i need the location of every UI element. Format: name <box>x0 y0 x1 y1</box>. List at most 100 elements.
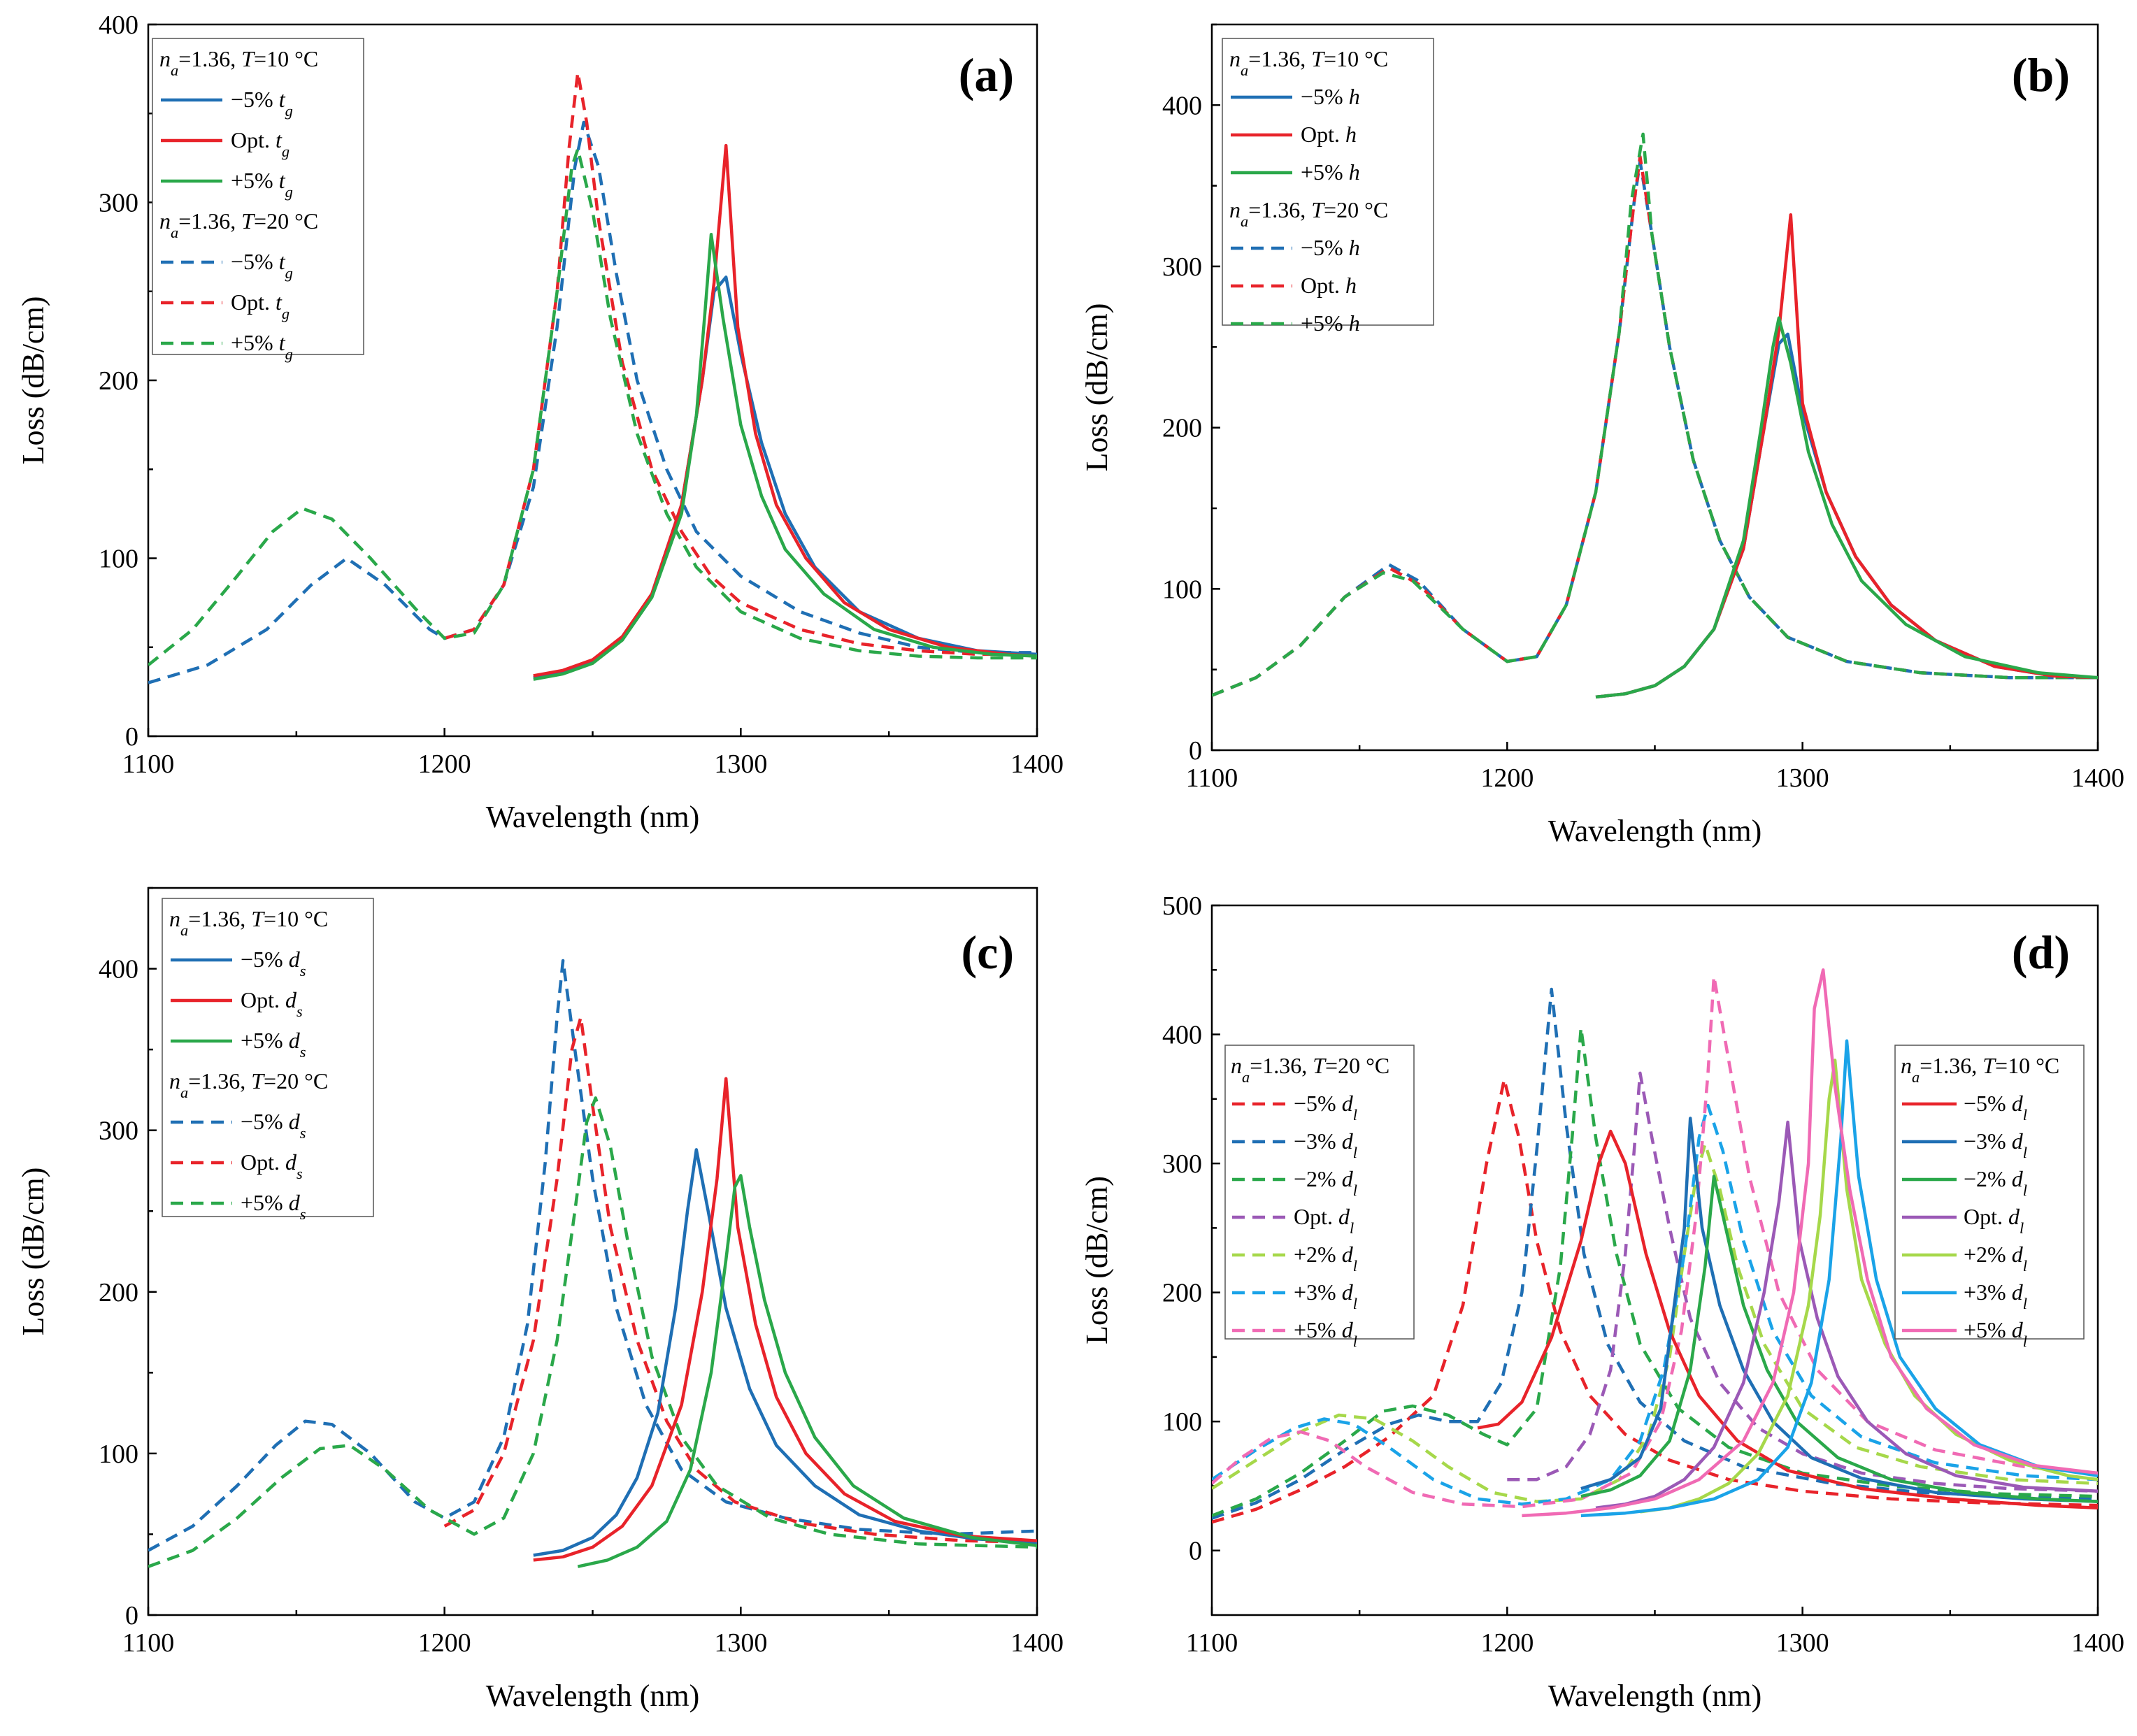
series-group <box>1212 968 2098 1524</box>
series-line <box>443 1015 1037 1544</box>
legend-entry: Opt. h <box>1301 122 1357 147</box>
y-tick-label: 400 <box>1162 91 1202 120</box>
panel-label: (a) <box>959 48 1014 101</box>
series-line <box>1507 1071 2098 1493</box>
series-line <box>1212 975 2098 1509</box>
series-line <box>533 233 1037 681</box>
y-tick-label: 400 <box>99 955 138 984</box>
y-axis-title: Loss (dB/cm) <box>1080 303 1114 472</box>
y-tick-label: 100 <box>99 545 138 574</box>
y-axis-title: Loss (dB/cm) <box>16 1168 50 1336</box>
x-axis-title: Wavelength (nm) <box>486 1679 700 1713</box>
y-tick-label: 300 <box>1162 252 1202 282</box>
series-line <box>533 275 1037 680</box>
series-line <box>148 1096 1037 1568</box>
x-tick-label: 1100 <box>122 749 175 779</box>
legend-title: na=1.36, T=20 °C <box>159 208 318 241</box>
series-line <box>1595 213 2098 699</box>
series-line <box>1212 1103 2098 1506</box>
series-line <box>1595 1120 2098 1510</box>
y-tick-label: 500 <box>1162 891 1202 921</box>
x-tick-label: 1400 <box>1010 1628 1064 1658</box>
legend-title: na=1.36, T=10 °C <box>1229 46 1388 79</box>
legend-entry: −3% dl <box>1964 1128 2027 1161</box>
legend-entry: −2% dl <box>1964 1166 2027 1199</box>
y-tick-label: 400 <box>1162 1021 1202 1050</box>
x-axis-title: Wavelength (nm) <box>1548 1679 1762 1713</box>
panel-a: 1100 1200 1300 1400 0 100 200 300 400 Wavelength … <box>16 10 1064 834</box>
series-line <box>1522 968 2098 1518</box>
panel-label: (d) <box>2012 926 2070 979</box>
legend-entry: Opt. tg <box>231 289 290 322</box>
y-tick-label: 100 <box>99 1440 138 1469</box>
legend-box <box>1224 1045 1415 1340</box>
legend-entry: Opt. ds <box>241 987 303 1020</box>
series-line <box>148 120 1037 684</box>
series-group <box>148 71 1037 684</box>
x-tick-label: 1200 <box>1480 763 1534 793</box>
legend-entry: +3% dl <box>1294 1279 1357 1312</box>
legend-entry: Opt. tg <box>231 127 290 160</box>
x-tick-label: 1300 <box>1776 1628 1829 1658</box>
legend-entry: −3% dl <box>1294 1128 1357 1161</box>
series-line <box>444 71 1037 657</box>
y-axis-title: Loss (dB/cm) <box>16 296 50 465</box>
y-tick-label: 0 <box>125 1601 138 1630</box>
y-tick-label: 200 <box>99 1278 138 1307</box>
series-line <box>1477 1129 2098 1510</box>
series-line <box>1212 1142 2098 1503</box>
series-line <box>1212 132 2098 697</box>
series-line <box>1212 987 2098 1520</box>
legend-title: na=1.36, T=20 °C <box>1229 197 1388 230</box>
y-tick-label: 100 <box>1162 1407 1202 1437</box>
legend-entry: Opt. ds <box>241 1149 303 1182</box>
legend-box <box>1222 38 1434 326</box>
legend-entry: +2% dl <box>1964 1242 2027 1275</box>
x-tick-label: 1100 <box>122 1628 175 1658</box>
series-line <box>533 1148 1037 1557</box>
legend-title: na=1.36, T=20 °C <box>1231 1053 1389 1086</box>
x-tick-label: 1300 <box>1776 763 1829 793</box>
series-line <box>1212 1026 2098 1518</box>
legend-box <box>1894 1045 2085 1340</box>
series-line <box>148 147 1037 666</box>
legend-entry: +3% dl <box>1964 1279 2027 1312</box>
y-tick-label: 200 <box>1162 1279 1202 1308</box>
x-tick-label: 1200 <box>418 749 471 779</box>
y-tick-label: 0 <box>125 722 138 752</box>
series-group <box>1212 132 2098 699</box>
x-tick-label: 1200 <box>418 1628 471 1658</box>
series-line <box>1212 1077 2098 1524</box>
legend-entry: Opt. h <box>1301 273 1357 298</box>
series-line <box>1595 316 2098 699</box>
y-tick-label: 0 <box>1189 1537 1202 1566</box>
series-line <box>148 959 1037 1552</box>
series-line <box>1580 1175 2098 1503</box>
x-tick-label: 1300 <box>714 1628 767 1658</box>
x-tick-label: 1400 <box>1010 749 1064 779</box>
legend-entry: −5% dl <box>1294 1091 1357 1124</box>
x-axis-title: Wavelength (nm) <box>486 800 700 834</box>
x-axis-title: Wavelength (nm) <box>1548 814 1762 848</box>
legend-entry: +5% h <box>1301 159 1360 185</box>
series-line <box>577 1174 1037 1568</box>
legend-entry: +5% tg <box>231 168 293 201</box>
legend-entry: +5% dl <box>1964 1317 2027 1350</box>
panel-d: 1100 1200 1300 1400 0 100 200 300 400 500 Waveleng… <box>1080 891 2124 1713</box>
y-tick-label: 300 <box>99 1117 138 1146</box>
legend-entry: −5% tg <box>231 249 293 282</box>
panel-b: 1100 1200 1300 1400 0 100 200 300 400 Wavelength … <box>1080 23 2124 848</box>
legend-entry: −5% ds <box>241 1109 306 1142</box>
y-tick-label: 0 <box>1189 736 1202 766</box>
series-line <box>1595 332 2098 699</box>
x-tick-label: 1100 <box>1186 1628 1238 1658</box>
legend-entry: −5% dl <box>1964 1091 2027 1124</box>
legend-entry: −5% h <box>1301 235 1360 260</box>
legend-title: na=1.36, T=20 °C <box>169 1068 328 1101</box>
legend-entry: −2% dl <box>1294 1166 1357 1199</box>
series-group <box>148 959 1037 1568</box>
y-tick-label: 200 <box>99 366 138 396</box>
y-axis-title: Loss (dB/cm) <box>1080 1176 1114 1344</box>
series-line <box>1212 159 2098 697</box>
y-tick-label: 200 <box>1162 414 1202 443</box>
